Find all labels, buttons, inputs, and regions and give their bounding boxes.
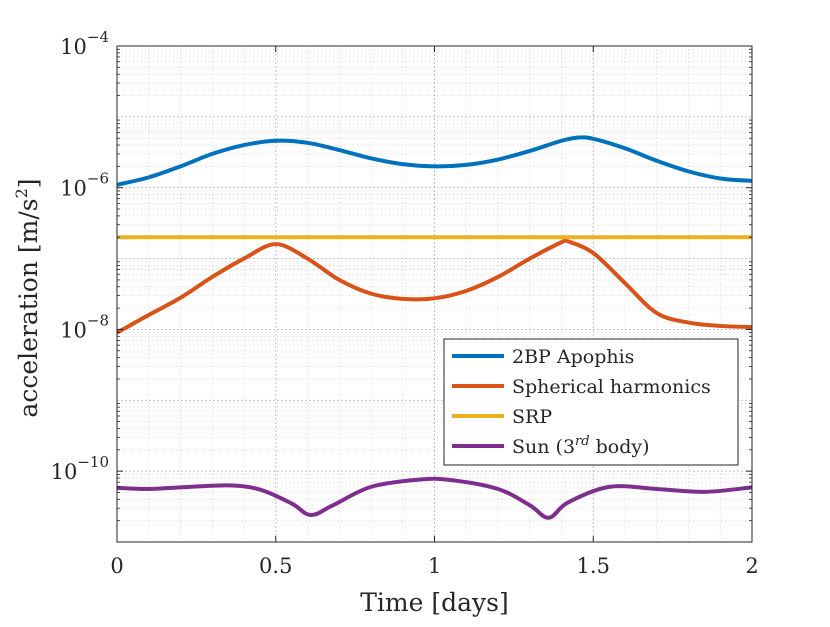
grid xyxy=(116,45,753,543)
legend-label-2: SRP xyxy=(512,406,552,428)
y-axis-label-main: acceleration [m/s xyxy=(14,198,43,417)
y-axis-label-close: ] xyxy=(14,178,43,188)
y-tick-label: 10−6 xyxy=(60,170,109,201)
y-axis-label-sup: 2 xyxy=(12,188,31,198)
y-axis-label: acceleration [m/s2] xyxy=(12,178,43,417)
x-tick-label: 1.5 xyxy=(577,554,610,578)
legend-label-1: Spherical harmonics xyxy=(512,376,711,398)
legend-items: 2BP Apophis Spherical harmonics SRP Sun (3r… xyxy=(452,346,711,458)
y-tick-label: 10−10 xyxy=(51,453,109,484)
x-tick-label: 1 xyxy=(428,554,441,578)
legend: 2BP Apophis Spherical harmonics SRP Sun (3r… xyxy=(443,338,739,466)
legend-label-0: 2BP Apophis xyxy=(512,346,634,368)
x-axis-label: Time [days] xyxy=(360,588,509,617)
x-tick-label: 0 xyxy=(110,554,123,578)
series-layer xyxy=(116,135,753,520)
y-tick-label: 10−8 xyxy=(60,311,109,342)
series-line-0 xyxy=(116,135,753,187)
x-tick-label: 0.5 xyxy=(259,554,292,578)
legend-label-3: Sun (3rd body) xyxy=(512,434,650,458)
y-tick-label: 10−4 xyxy=(60,28,109,59)
series-line-3 xyxy=(116,476,753,520)
ticks: 0 0.5 1 1.5 2 10−10 10−8 10−6 10−4 xyxy=(51,28,759,578)
x-tick-label: 2 xyxy=(745,554,758,578)
series-line-1 xyxy=(116,238,753,335)
